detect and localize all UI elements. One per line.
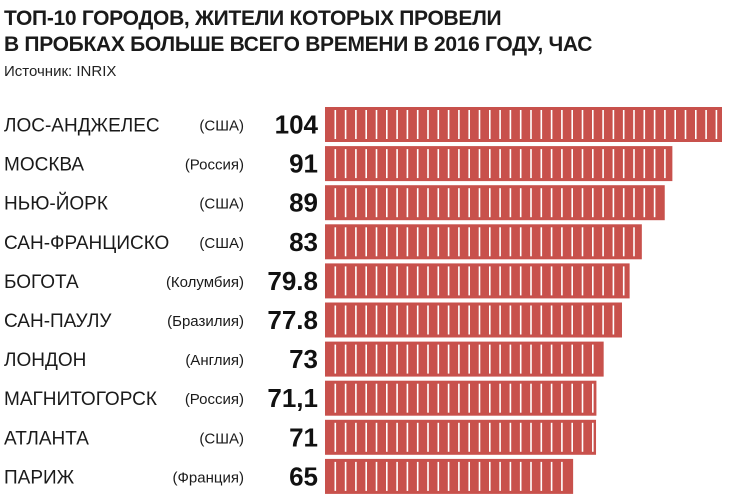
city-label: БОГОТА (4, 272, 79, 293)
value-label: 91 (289, 149, 318, 179)
country-label: (Колумбия) (166, 274, 244, 291)
city-label: МАГНИТОГОРСК (4, 389, 157, 410)
value-label: 104 (275, 110, 319, 140)
country-label: (США) (199, 196, 244, 213)
city-label: МОСКВА (4, 155, 84, 176)
city-label: САН-ПАУЛУ (4, 311, 112, 332)
value-label: 89 (289, 188, 318, 218)
country-label: (США) (199, 118, 244, 135)
value-label: 83 (289, 227, 318, 257)
bar (325, 263, 630, 299)
country-label: (США) (199, 430, 244, 447)
city-label: ПАРИЖ (4, 467, 75, 488)
bar (325, 146, 673, 182)
city-label: ЛОС-АНДЖЕЛЕС (4, 116, 160, 137)
country-label: (Россия) (185, 391, 244, 408)
country-label: (Франция) (173, 469, 244, 486)
country-label: (США) (199, 235, 244, 252)
chart-title-line-1: ТОП-10 ГОРОДОВ, ЖИТЕЛИ КОТОРЫХ ПРОВЕЛИ (4, 7, 502, 30)
value-label: 71,1 (267, 383, 318, 413)
bar (325, 185, 665, 221)
chart-title-line-2: В ПРОБКАХ БОЛЬШЕ ВСЕГО ВРЕМЕНИ В 2016 ГО… (4, 33, 593, 56)
country-label: (Англия) (185, 352, 244, 369)
source-note: Источник: INRIX (4, 63, 117, 80)
chart-title: ТОП-10 ГОРОДОВ, ЖИТЕЛИ КОТОРЫХ ПРОВЕЛИ В… (4, 6, 724, 58)
value-label: 79.8 (267, 266, 318, 296)
bar (325, 224, 642, 260)
value-label: 65 (289, 461, 318, 491)
bar (325, 341, 604, 377)
country-label: (Бразилия) (167, 313, 244, 330)
bar (325, 107, 722, 142)
country-label: (Россия) (185, 157, 244, 174)
city-label: АТЛАНТА (4, 428, 89, 449)
city-label: САН-ФРАНЦИСКО (4, 233, 169, 254)
city-label: НЬЮ-ЙОРК (4, 193, 108, 215)
value-label: 73 (289, 344, 318, 374)
city-label: ЛОНДОН (4, 350, 86, 371)
bar (325, 302, 622, 338)
value-label: 71 (289, 422, 318, 452)
value-label: 77.8 (267, 305, 318, 335)
